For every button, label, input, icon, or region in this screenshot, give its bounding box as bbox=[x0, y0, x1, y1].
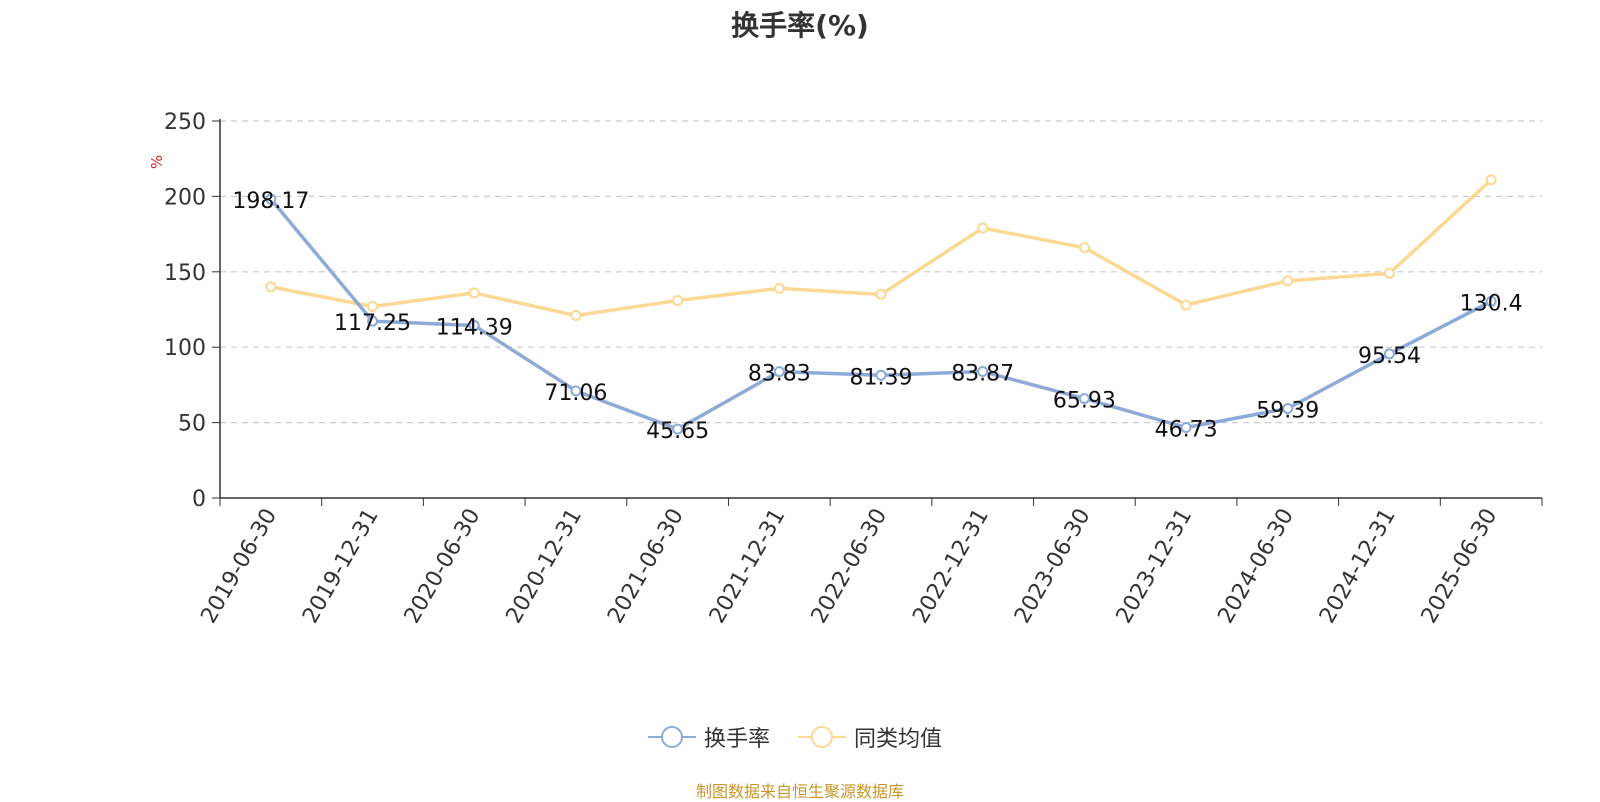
data-point-0 bbox=[468, 319, 480, 331]
series-line-0 bbox=[269, 197, 1493, 431]
data-point-1 bbox=[1485, 174, 1497, 186]
y-tick-label: 150 bbox=[164, 261, 206, 286]
x-tick-label: 2022-12-31 bbox=[908, 505, 994, 628]
data-point-1 bbox=[1383, 267, 1395, 279]
x-tick-label: 2025-06-30 bbox=[1417, 505, 1503, 628]
data-point-1 bbox=[570, 310, 582, 322]
chart-title: 换手率(%) bbox=[731, 9, 869, 42]
data-point-1 bbox=[468, 287, 480, 299]
data-point-1 bbox=[367, 300, 379, 312]
data-point-1 bbox=[672, 294, 684, 306]
data-label: 45.65 bbox=[646, 419, 709, 444]
data-label: 65.93 bbox=[1053, 389, 1116, 414]
data-label: 46.73 bbox=[1155, 418, 1218, 443]
x-tick-label: 2022-06-30 bbox=[807, 505, 893, 628]
x-tick-label: 2020-12-31 bbox=[502, 505, 588, 628]
data-point-0 bbox=[570, 385, 582, 397]
legend-label-turnover: 换手率 bbox=[704, 727, 771, 752]
data-label: 59.39 bbox=[1256, 398, 1319, 423]
data-label: 130.4 bbox=[1460, 291, 1523, 316]
data-point-1 bbox=[773, 282, 785, 294]
data-point-0 bbox=[265, 193, 277, 205]
y-tick-label: 200 bbox=[164, 185, 206, 210]
data-point-0 bbox=[1282, 402, 1294, 414]
data-point-0 bbox=[1485, 295, 1497, 307]
legend-item-peer-average[interactable]: 同类均值 bbox=[798, 722, 942, 752]
legend-marker-turnover bbox=[648, 726, 696, 748]
y-tick-label: 100 bbox=[164, 336, 206, 361]
y-tick-label: 50 bbox=[178, 412, 206, 437]
data-label: 114.39 bbox=[436, 315, 513, 340]
data-label: 71.06 bbox=[544, 381, 607, 406]
x-tick-label: 2024-06-30 bbox=[1213, 505, 1299, 628]
data-point-1 bbox=[1180, 299, 1192, 311]
data-point-1 bbox=[875, 288, 887, 300]
x-tick-label: 2024-12-31 bbox=[1315, 505, 1401, 628]
legend: 换手率 同类均值 bbox=[0, 722, 1600, 752]
data-label: 95.54 bbox=[1358, 344, 1421, 369]
data-point-1 bbox=[265, 281, 277, 293]
data-label: 198.17 bbox=[232, 189, 309, 214]
data-point-1 bbox=[1282, 275, 1294, 287]
data-label: 83.87 bbox=[951, 362, 1014, 387]
x-tick-label: 2019-12-31 bbox=[298, 505, 384, 628]
legend-marker-peer-average bbox=[798, 726, 846, 748]
x-tick-label: 2020-06-30 bbox=[400, 505, 486, 628]
data-point-0 bbox=[977, 366, 989, 378]
data-label: 83.83 bbox=[748, 362, 811, 387]
legend-label-peer-average: 同类均值 bbox=[854, 727, 943, 752]
data-point-0 bbox=[367, 315, 379, 327]
legend-item-turnover[interactable]: 换手率 bbox=[648, 722, 770, 752]
data-point-1 bbox=[977, 222, 989, 234]
data-point-0 bbox=[875, 369, 887, 381]
data-point-0 bbox=[1078, 393, 1090, 405]
y-tick-label: 0 bbox=[192, 487, 206, 512]
x-tick-label: 2021-06-30 bbox=[603, 505, 689, 628]
y-tick-label: 250 bbox=[164, 110, 206, 135]
data-label: 117.25 bbox=[334, 311, 411, 336]
data-point-1 bbox=[1078, 242, 1090, 254]
x-tick-label: 2023-12-31 bbox=[1112, 505, 1198, 628]
x-tick-label: 2019-06-30 bbox=[196, 505, 282, 628]
data-point-0 bbox=[1383, 348, 1395, 360]
x-tick-label: 2021-12-31 bbox=[705, 505, 791, 628]
data-source-note: 制图数据来自恒生聚源数据库 bbox=[695, 782, 904, 801]
x-tick-label: 2023-06-30 bbox=[1010, 505, 1096, 628]
data-point-0 bbox=[672, 423, 684, 435]
data-point-0 bbox=[1180, 422, 1192, 434]
y-axis-unit-label: % bbox=[148, 155, 166, 169]
data-label: 81.39 bbox=[850, 365, 913, 390]
data-point-0 bbox=[773, 366, 785, 378]
